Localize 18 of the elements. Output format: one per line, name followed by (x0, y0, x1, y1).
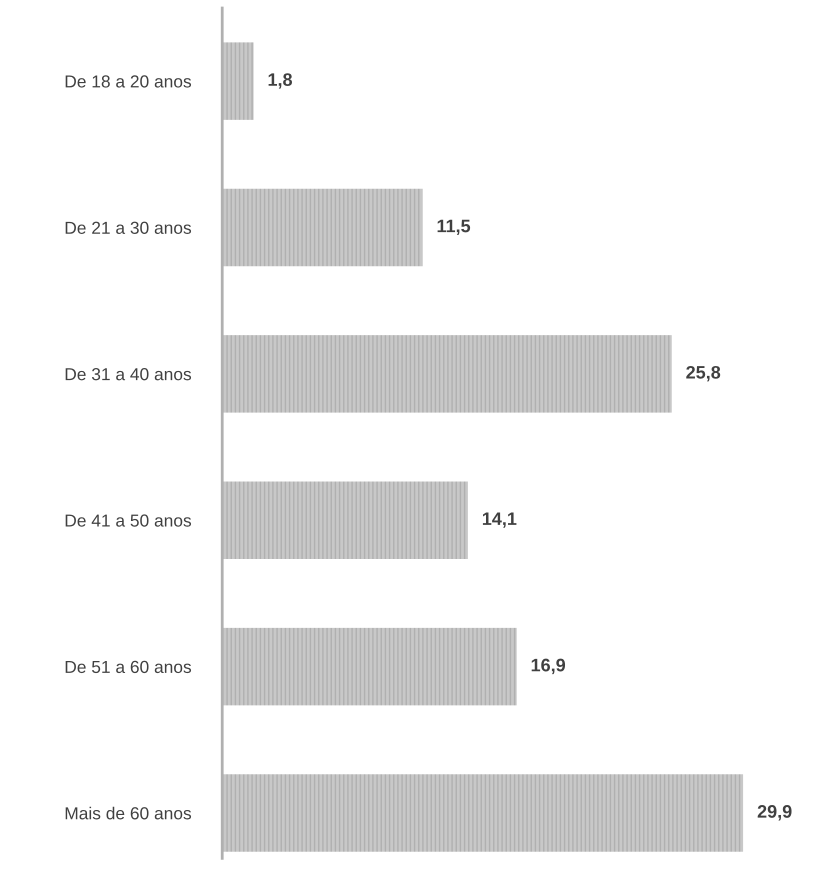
data-label: 11,5 (438, 220, 470, 235)
bar (222, 628, 517, 706)
data-label: 1,8 (268, 73, 292, 89)
y-tick-label: De 51 a 60 anos (66, 660, 192, 674)
bar (222, 42, 254, 120)
y-tick-label: De 41 a 50 anos (66, 514, 192, 527)
bar (222, 774, 744, 852)
data-label: 14,1 (482, 512, 516, 528)
bar (222, 481, 468, 560)
data-label: 25,8 (686, 366, 720, 382)
y-tick-label: De 18 a 20 anos (66, 75, 192, 88)
y-tick-label: De 21 a 30 anos (66, 222, 192, 234)
y-tick-label: Mais de 60 anos (66, 806, 192, 820)
bar (222, 188, 423, 266)
y-tick-label: De 31 a 40 anos (66, 368, 192, 380)
bar (222, 335, 672, 413)
data-label: 29,9 (758, 805, 792, 820)
data-label: 16,9 (532, 658, 566, 674)
